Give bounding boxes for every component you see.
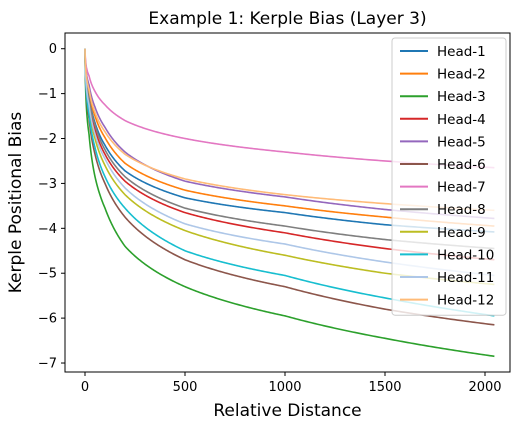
series-line-head-5 [84, 48, 495, 220]
y-tick-label: −1 [38, 87, 57, 102]
y-tick-label: −3 [38, 177, 57, 192]
x-tick-label: 500 [173, 380, 198, 395]
series-line-head-3 [84, 48, 495, 358]
series-line-head-2 [84, 48, 495, 227]
x-tick-label: 2000 [468, 380, 501, 395]
series-line-head-8 [84, 48, 495, 250]
legend-label: Head-11 [437, 270, 494, 286]
series-line-head-6 [84, 48, 495, 326]
x-axis-label: Relative Distance [213, 401, 361, 421]
x-axis-ticks: 0 500 1000 1500 2000 [81, 372, 502, 395]
legend-label: Head-5 [437, 134, 486, 150]
y-tick-label: 0 [49, 42, 57, 57]
legend-label: Head-7 [437, 180, 486, 196]
legend-label: Head-1 [437, 44, 486, 60]
series-line-head-11 [84, 48, 495, 277]
series-line-head-4 [84, 48, 495, 261]
y-axis-ticks: 0 −1 −2 −3 −4 −5 −6 −7 [38, 42, 65, 372]
legend-label: Head-9 [437, 225, 486, 241]
y-tick-label: −7 [38, 357, 57, 372]
series-layer [84, 48, 495, 358]
legend: Head-1 Head-2 Head-3 Head-4 Head-5 Head-6 Head… [391, 37, 507, 316]
x-tick-label: 1500 [368, 380, 401, 395]
legend-label: Head-6 [437, 157, 486, 173]
y-tick-label: −5 [38, 267, 57, 282]
x-tick-label: 1000 [268, 380, 301, 395]
legend-label: Head-12 [437, 293, 494, 309]
y-axis-label: Kerple Positional Bias [6, 112, 26, 294]
series-line-head-10 [84, 48, 495, 317]
series-line-head-12 [84, 48, 495, 212]
y-tick-label: −6 [38, 312, 57, 327]
y-tick-label: −4 [38, 222, 57, 237]
series-line-head-9 [84, 48, 495, 286]
chart-title: Example 1: Kerple Bias (Layer 3) [148, 9, 426, 29]
x-tick-label: 0 [81, 380, 89, 395]
series-line-head-7 [84, 48, 495, 169]
legend-label: Head-8 [437, 202, 486, 218]
legend-box [391, 37, 507, 316]
y-tick-label: −2 [38, 132, 57, 147]
legend-label: Head-2 [437, 67, 486, 83]
legend-label: Head-10 [437, 247, 494, 263]
legend-label: Head-4 [437, 112, 486, 128]
legend-label: Head-3 [437, 89, 486, 105]
